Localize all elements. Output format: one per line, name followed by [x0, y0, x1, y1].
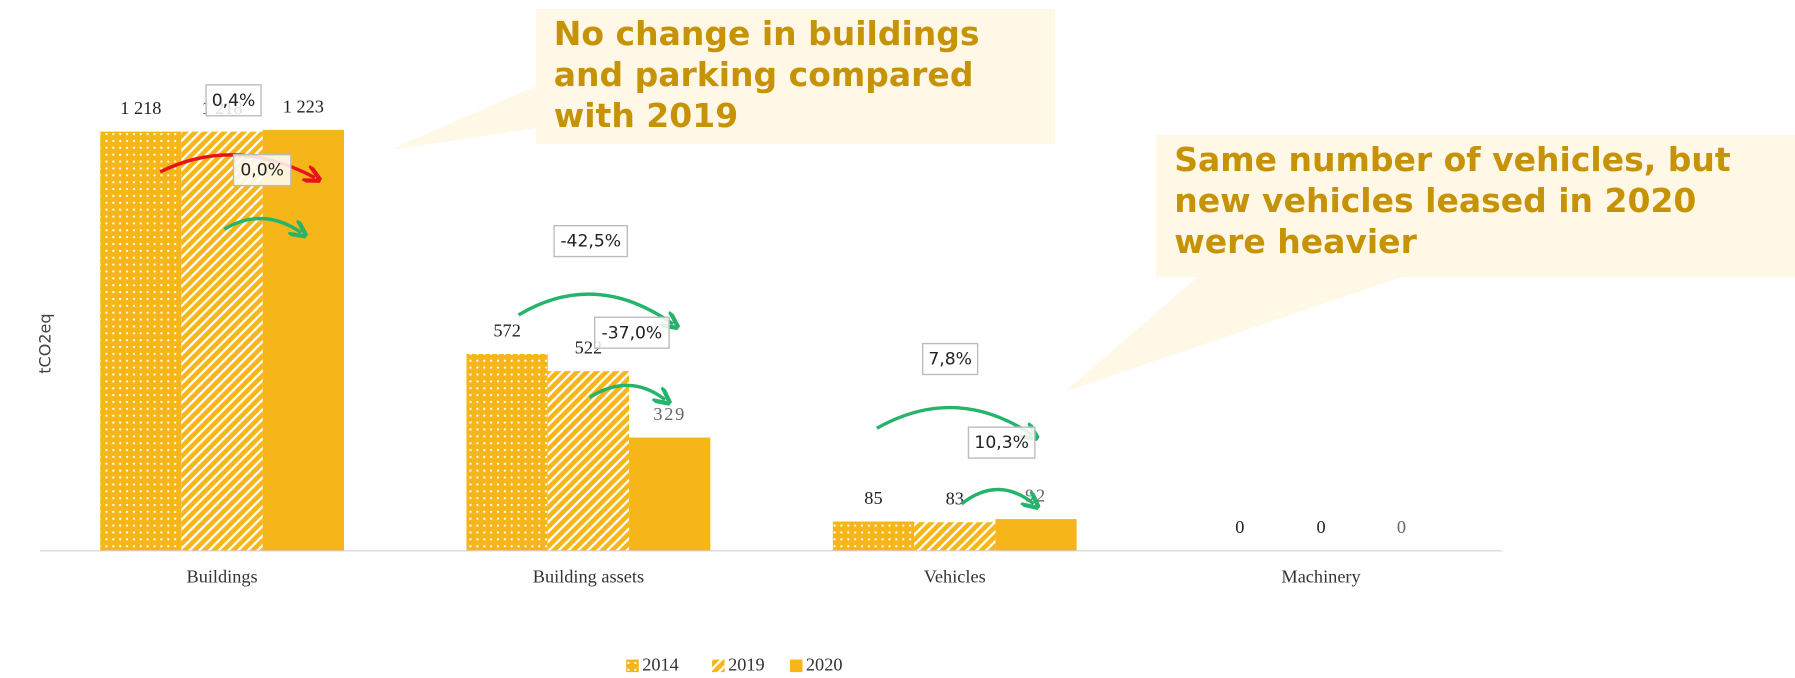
callout-tail — [389, 80, 550, 151]
value-label: 85 — [864, 488, 882, 508]
bar — [995, 519, 1077, 551]
bar — [262, 129, 345, 551]
value-label: 1 218 — [120, 98, 161, 118]
annotation-box — [205, 84, 262, 117]
x-tick-label: Building assets — [533, 566, 644, 586]
bar — [914, 522, 996, 551]
value-label: 329 — [653, 404, 686, 424]
arrow — [588, 383, 666, 399]
annotation-box — [921, 342, 979, 376]
annotation: 0,4% — [212, 91, 256, 111]
value-label: 0 — [1235, 517, 1244, 537]
bar — [629, 437, 711, 551]
annotation-box — [594, 316, 670, 349]
value-label: 1 223 — [283, 96, 324, 116]
callout: No change in buildings and parking compa… — [535, 9, 1056, 145]
annotation: -37,0% — [602, 323, 663, 343]
value-label: 572 — [493, 320, 520, 340]
bar — [547, 371, 630, 551]
annotation-box — [967, 426, 1036, 459]
callout-tail — [1064, 263, 1409, 392]
value-label: 0 — [1316, 517, 1325, 537]
arrow — [876, 405, 1033, 436]
legend-label: 2019 — [728, 655, 765, 675]
annotation: -42,5% — [560, 232, 621, 252]
arrow — [960, 487, 1034, 504]
bar — [181, 131, 263, 551]
value-label: 83 — [946, 489, 964, 509]
value-label: 0 — [1397, 517, 1408, 537]
x-tick-label: Machinery — [1281, 566, 1361, 586]
callout: Same number of vehicles, but new vehicle… — [1156, 135, 1795, 278]
bar — [832, 521, 915, 551]
annotation-box — [553, 224, 629, 258]
legend-swatch — [626, 659, 639, 673]
annotation: 10,3% — [974, 433, 1029, 453]
x-tick-label: Vehicles — [924, 566, 986, 586]
y-axis-label: tCO2eq — [35, 313, 54, 373]
legend-label: 2020 — [806, 655, 843, 675]
legend-swatch — [789, 659, 803, 673]
bar — [466, 353, 548, 551]
x-tick-label: Buildings — [186, 566, 257, 586]
legend-swatch — [712, 659, 725, 673]
legend-label: 2014 — [642, 655, 679, 675]
arrow — [223, 216, 301, 232]
annotation: 7,8% — [928, 350, 972, 370]
value-label: 92 — [1025, 486, 1047, 506]
annotation-box — [232, 154, 292, 187]
annotation: 0,0% — [240, 161, 284, 181]
arrow — [517, 292, 674, 324]
bar — [100, 131, 182, 551]
